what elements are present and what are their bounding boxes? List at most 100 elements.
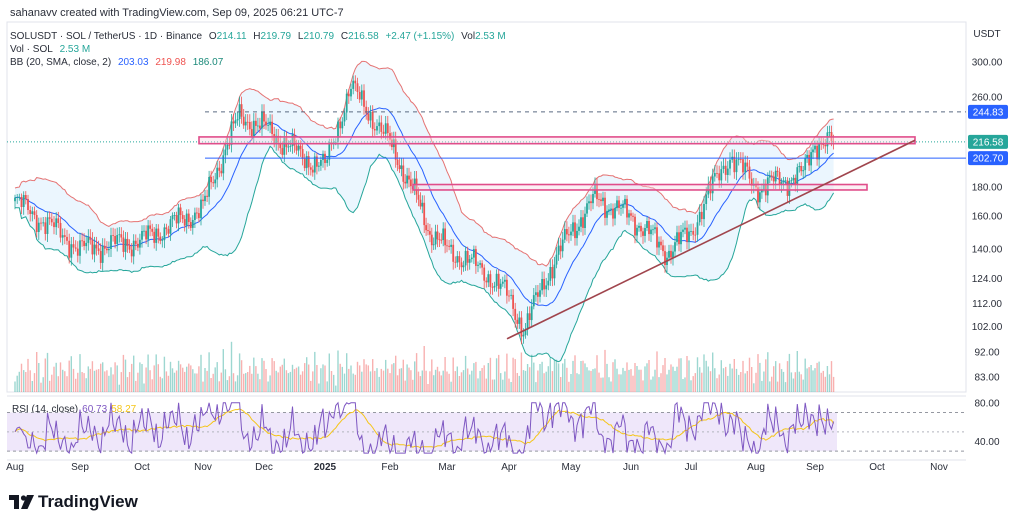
y-axis-title: USDT (973, 29, 1000, 40)
candle-body (528, 313, 531, 320)
candle-body (128, 245, 131, 250)
candle-body (816, 145, 818, 160)
candle-body (508, 295, 510, 297)
volume-bar (53, 366, 55, 392)
open-label: O (208, 31, 217, 42)
candle-body (320, 160, 322, 166)
candle-body (189, 222, 192, 228)
candle-body (487, 274, 490, 283)
bb-basis-value: 203.03 (117, 57, 149, 68)
volume-bar (539, 364, 541, 392)
y-tick-label: 102.00 (972, 322, 1003, 333)
volume-bar (163, 356, 166, 392)
candle-body (646, 221, 648, 228)
rsi-label[interactable]: RSI (14, close) (12, 404, 79, 415)
candle-body (824, 145, 827, 147)
volume-bar (782, 371, 785, 392)
volume-bar (161, 378, 163, 392)
candle-body (664, 251, 666, 265)
candle-body (415, 178, 418, 195)
candle-body (95, 244, 98, 249)
volume-bar (755, 372, 757, 392)
tradingview-brand[interactable]: TradingView (8, 492, 138, 512)
volume-bar (269, 375, 271, 392)
candle-body (257, 125, 259, 127)
candle-body (539, 290, 541, 297)
candle-body (763, 184, 765, 190)
volume-bar (308, 364, 310, 392)
candle-body (688, 231, 690, 242)
volume-bar (177, 360, 180, 392)
candle-body (668, 250, 670, 258)
candle-body (116, 235, 119, 244)
volume-bar (208, 352, 210, 392)
volume-bar (341, 366, 343, 392)
volume-bar (784, 382, 787, 392)
candle-body (110, 235, 112, 249)
volume-bar (259, 379, 261, 392)
candle-body (563, 229, 566, 240)
candle-body (198, 213, 200, 219)
volume-bar (104, 371, 106, 392)
candle-body (561, 239, 564, 252)
candle-body (157, 228, 160, 237)
candle-body (766, 177, 769, 196)
candle-body (330, 142, 333, 143)
candle-body (468, 259, 471, 263)
candle-body (499, 283, 502, 289)
candle-body (537, 292, 539, 297)
bb-label[interactable]: BB (20, SMA, close, 2) (10, 57, 112, 68)
candle-body (790, 180, 793, 181)
symbol-label[interactable]: SOLUSDT · SOL / TetherUS · 1D · Binance (10, 31, 203, 42)
volume-bar (339, 363, 341, 392)
volume-bar (171, 368, 174, 392)
volume-bar (802, 379, 804, 392)
candle-body (588, 201, 590, 204)
volume-bar (297, 366, 300, 392)
candle-body (684, 227, 686, 230)
candle-body (570, 231, 572, 236)
volume-bar (516, 373, 518, 392)
volume-bar (55, 362, 57, 392)
volume-bar (279, 366, 281, 392)
candle-body (713, 173, 716, 177)
x-tick-label: Jun (623, 462, 639, 473)
candle-body (214, 179, 217, 184)
volume-bar (616, 368, 618, 392)
candle-body (255, 120, 257, 126)
volume-bar (365, 364, 367, 392)
candle-body (788, 181, 791, 196)
volume-bar (471, 370, 473, 392)
candle-body (97, 248, 100, 251)
volume-bar (674, 370, 676, 392)
candle-body (608, 209, 610, 211)
volume-bar (143, 383, 145, 392)
volume-bar (594, 368, 596, 392)
volume-bar (200, 354, 202, 392)
candle-body (800, 166, 803, 172)
volume-row-label[interactable]: Vol · SOL (10, 44, 53, 55)
volume-bar (243, 373, 245, 392)
volume-bar (557, 363, 560, 392)
candle-body (334, 141, 337, 143)
candle-body (700, 211, 703, 219)
volume-bar (690, 380, 692, 392)
candle-body (103, 245, 106, 249)
volume-bar (106, 370, 108, 392)
y-tick-label: 83.00 (974, 373, 999, 384)
candle-body (120, 234, 123, 238)
volume-bar (638, 369, 640, 392)
vol-label: Vol (461, 31, 476, 42)
candle-body (57, 218, 60, 223)
candle-body (240, 104, 243, 117)
x-tick-label: Nov (194, 462, 212, 473)
volume-bar (27, 358, 29, 392)
candle-body (442, 228, 445, 240)
candle-body (545, 285, 548, 290)
candle-body (794, 177, 797, 185)
bb-legend: BB (20, SMA, close, 2) 203.03 219.98 186… (10, 57, 227, 68)
candle-body (614, 208, 616, 219)
candle-body (483, 267, 486, 281)
volume-bar (361, 371, 363, 392)
